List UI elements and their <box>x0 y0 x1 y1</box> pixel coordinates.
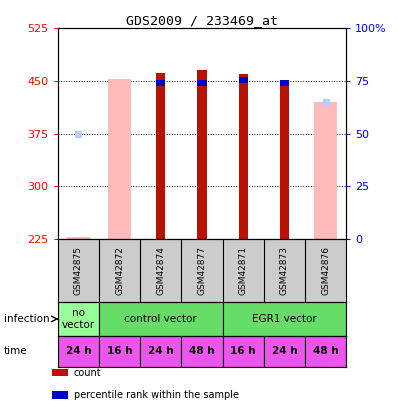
Text: GSM42874: GSM42874 <box>156 246 165 295</box>
Bar <box>181 336 222 367</box>
Text: GSM42871: GSM42871 <box>239 246 248 295</box>
Text: 16 h: 16 h <box>230 346 256 356</box>
Bar <box>314 102 337 239</box>
Bar <box>264 336 305 367</box>
Bar <box>99 336 140 367</box>
Text: 24 h: 24 h <box>148 346 174 356</box>
Bar <box>99 302 222 336</box>
Text: GSM42873: GSM42873 <box>280 246 289 295</box>
Bar <box>156 73 165 239</box>
Text: count: count <box>74 368 101 377</box>
Text: infection: infection <box>4 314 50 324</box>
Bar <box>140 336 181 367</box>
Text: no
vector: no vector <box>62 308 95 330</box>
Bar <box>197 80 207 86</box>
Text: time: time <box>4 346 27 356</box>
Bar <box>222 302 346 336</box>
Text: GSM42875: GSM42875 <box>74 246 83 295</box>
Bar <box>239 77 248 83</box>
Bar <box>58 302 99 336</box>
Text: 16 h: 16 h <box>107 346 132 356</box>
Text: EGR1 vector: EGR1 vector <box>252 314 317 324</box>
Bar <box>305 336 346 367</box>
Text: percentile rank within the sample: percentile rank within the sample <box>74 390 239 400</box>
Bar <box>156 80 165 86</box>
Text: 48 h: 48 h <box>189 346 215 356</box>
Bar <box>197 70 207 239</box>
Text: 24 h: 24 h <box>66 346 91 356</box>
Text: GSM42877: GSM42877 <box>197 246 207 295</box>
Bar <box>67 237 90 239</box>
Text: 48 h: 48 h <box>313 346 338 356</box>
Bar <box>58 336 99 367</box>
Text: control vector: control vector <box>125 314 197 324</box>
Bar <box>108 79 131 239</box>
Title: GDS2009 / 233469_at: GDS2009 / 233469_at <box>126 14 278 27</box>
Text: GSM42876: GSM42876 <box>321 246 330 295</box>
Bar <box>280 85 289 239</box>
Bar <box>280 80 289 86</box>
Text: 24 h: 24 h <box>271 346 297 356</box>
Text: GSM42872: GSM42872 <box>115 246 124 295</box>
Bar <box>222 336 264 367</box>
Bar <box>239 74 248 239</box>
